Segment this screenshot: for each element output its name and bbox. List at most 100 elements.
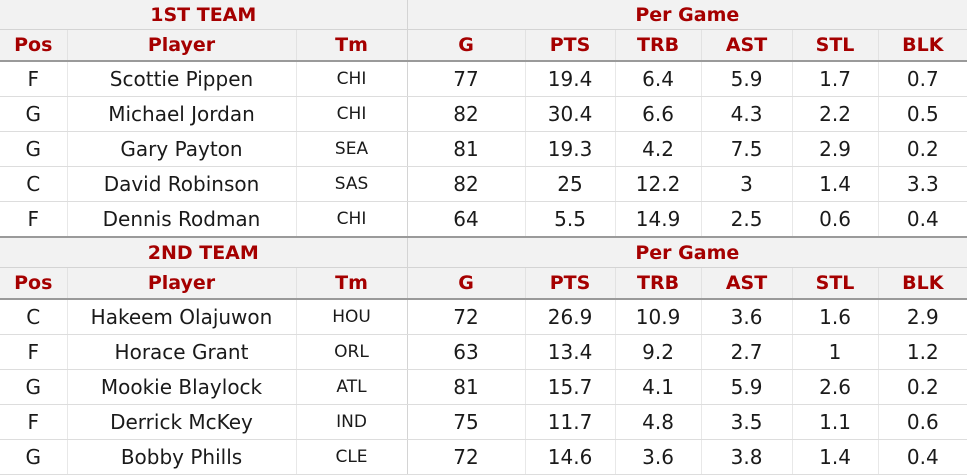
table-row: F Horace Grant ORL 63 13.4 9.2 2.7 1 1.2 — [0, 334, 967, 370]
cell-player[interactable]: Gary Payton — [66, 131, 296, 167]
cell-pos: G — [0, 131, 67, 167]
cell-blk: 2.9 — [877, 299, 967, 335]
cell-trb: 10.9 — [614, 299, 702, 335]
cell-ast: 3.8 — [700, 439, 793, 475]
col-header-pos[interactable]: Pos — [0, 267, 67, 300]
cell-stl: 0.6 — [791, 201, 879, 238]
col-header-trb[interactable]: TRB — [614, 267, 702, 300]
cell-tm[interactable]: ORL — [295, 334, 408, 370]
table-row: G Bobby Phills CLE 72 14.6 3.6 3.8 1.4 0… — [0, 439, 967, 475]
cell-g: 81 — [406, 131, 526, 167]
col-header-ast[interactable]: AST — [700, 267, 793, 300]
cell-tm[interactable]: CHI — [295, 96, 408, 132]
cell-trb: 6.6 — [614, 96, 702, 132]
col-header-g[interactable]: G — [406, 29, 526, 62]
cell-ast: 3 — [700, 166, 793, 202]
cell-ast: 3.5 — [700, 404, 793, 440]
column-header-row: Pos Player Tm G PTS TRB AST STL BLK — [0, 267, 967, 300]
cell-pos: F — [0, 404, 67, 440]
cell-trb: 3.6 — [614, 439, 702, 475]
cell-ast: 5.9 — [700, 369, 793, 405]
cell-pts: 13.4 — [524, 334, 616, 370]
cell-stl: 2.9 — [791, 131, 879, 167]
cell-tm[interactable]: ATL — [295, 369, 408, 405]
cell-pos: F — [0, 201, 67, 238]
cell-tm[interactable]: CHI — [295, 201, 408, 238]
cell-pts: 15.7 — [524, 369, 616, 405]
col-header-stl[interactable]: STL — [791, 267, 879, 300]
cell-stl: 1.7 — [791, 61, 879, 97]
col-header-pts[interactable]: PTS — [524, 267, 616, 300]
cell-stl: 1.4 — [791, 166, 879, 202]
per-game-group-header: Per Game — [406, 0, 967, 30]
cell-ast: 3.6 — [700, 299, 793, 335]
col-header-trb[interactable]: TRB — [614, 29, 702, 62]
col-header-g[interactable]: G — [406, 267, 526, 300]
cell-player[interactable]: Horace Grant — [66, 334, 296, 370]
cell-stl: 1.1 — [791, 404, 879, 440]
cell-player[interactable]: David Robinson — [66, 166, 296, 202]
second-team-section: 2ND TEAM Per Game Pos Player Tm G PTS TR… — [0, 237, 967, 475]
col-header-pos[interactable]: Pos — [0, 29, 67, 62]
cell-g: 72 — [406, 439, 526, 475]
cell-g: 77 — [406, 61, 526, 97]
col-header-pts[interactable]: PTS — [524, 29, 616, 62]
cell-trb: 9.2 — [614, 334, 702, 370]
cell-ast: 7.5 — [700, 131, 793, 167]
per-game-group-header: Per Game — [406, 237, 967, 268]
cell-tm[interactable]: CHI — [295, 61, 408, 97]
cell-tm[interactable]: HOU — [295, 299, 408, 335]
table-row: F Derrick McKey IND 75 11.7 4.8 3.5 1.1 … — [0, 404, 967, 440]
col-header-tm[interactable]: Tm — [295, 29, 408, 62]
col-header-blk[interactable]: BLK — [877, 267, 967, 300]
cell-trb: 14.9 — [614, 201, 702, 238]
section-header-row: 2ND TEAM Per Game — [0, 237, 967, 268]
team-title: 2ND TEAM — [0, 237, 408, 268]
cell-stl: 1 — [791, 334, 879, 370]
cell-g: 82 — [406, 166, 526, 202]
cell-ast: 5.9 — [700, 61, 793, 97]
col-header-player[interactable]: Player — [66, 267, 296, 300]
col-header-player[interactable]: Player — [66, 29, 296, 62]
section-header-row: 1ST TEAM Per Game — [0, 0, 967, 30]
cell-pts: 30.4 — [524, 96, 616, 132]
cell-pts: 19.4 — [524, 61, 616, 97]
cell-pts: 5.5 — [524, 201, 616, 238]
cell-tm[interactable]: SAS — [295, 166, 408, 202]
cell-tm[interactable]: SEA — [295, 131, 408, 167]
cell-player[interactable]: Scottie Pippen — [66, 61, 296, 97]
table-row: C David Robinson SAS 82 25 12.2 3 1.4 3.… — [0, 166, 967, 202]
cell-blk: 0.5 — [877, 96, 967, 132]
cell-tm[interactable]: CLE — [295, 439, 408, 475]
col-header-stl[interactable]: STL — [791, 29, 879, 62]
cell-trb: 12.2 — [614, 166, 702, 202]
cell-player[interactable]: Mookie Blaylock — [66, 369, 296, 405]
cell-player[interactable]: Derrick McKey — [66, 404, 296, 440]
cell-blk: 0.2 — [877, 369, 967, 405]
cell-pos: G — [0, 369, 67, 405]
col-header-blk[interactable]: BLK — [877, 29, 967, 62]
table-row: C Hakeem Olajuwon HOU 72 26.9 10.9 3.6 1… — [0, 299, 967, 335]
cell-player[interactable]: Bobby Phills — [66, 439, 296, 475]
col-header-tm[interactable]: Tm — [295, 267, 408, 300]
cell-pos: C — [0, 299, 67, 335]
cell-pts: 19.3 — [524, 131, 616, 167]
cell-ast: 2.7 — [700, 334, 793, 370]
cell-trb: 4.1 — [614, 369, 702, 405]
cell-blk: 3.3 — [877, 166, 967, 202]
cell-player[interactable]: Hakeem Olajuwon — [66, 299, 296, 335]
cell-player[interactable]: Dennis Rodman — [66, 201, 296, 238]
cell-ast: 4.3 — [700, 96, 793, 132]
cell-tm[interactable]: IND — [295, 404, 408, 440]
col-header-ast[interactable]: AST — [700, 29, 793, 62]
cell-blk: 0.6 — [877, 404, 967, 440]
cell-g: 63 — [406, 334, 526, 370]
first-team-section: 1ST TEAM Per Game Pos Player Tm G PTS TR… — [0, 0, 967, 238]
table-row: G Michael Jordan CHI 82 30.4 6.6 4.3 2.2… — [0, 96, 967, 132]
cell-pos: F — [0, 61, 67, 97]
cell-player[interactable]: Michael Jordan — [66, 96, 296, 132]
cell-blk: 0.4 — [877, 439, 967, 475]
cell-pos: G — [0, 96, 67, 132]
cell-g: 82 — [406, 96, 526, 132]
